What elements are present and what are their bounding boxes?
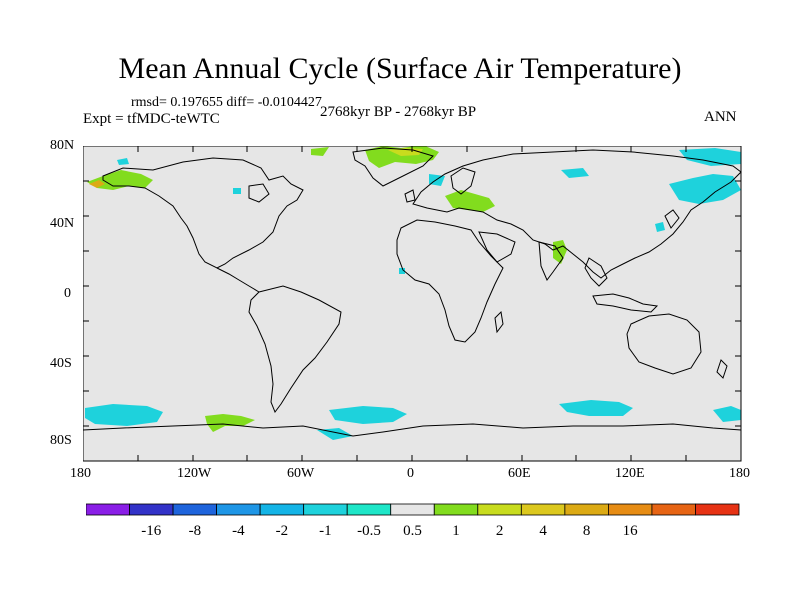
coast-british-isles — [404, 189, 416, 203]
cool-patch-hawaii — [399, 268, 405, 274]
axis-ticks — [83, 146, 741, 462]
colorbar-label: -1 — [319, 523, 332, 539]
colorbar-label: -0.5 — [357, 523, 381, 539]
coast-australia — [626, 313, 702, 375]
colorbar-swatch — [346, 503, 392, 516]
period-label: 2768kyr BP - 2768kyr BP — [320, 104, 477, 120]
lat-label-40n: 40N — [50, 216, 75, 231]
coast-north-america — [102, 157, 304, 269]
warm-patch-caspian — [445, 190, 495, 212]
lon-label-180e: 180 — [729, 466, 750, 481]
colorbar-swatch — [651, 503, 696, 516]
coast-eurasia — [412, 149, 742, 279]
colorbar-label: 8 — [583, 523, 591, 539]
cool-patch-south-atlantic — [329, 406, 407, 424]
colorbar-label: 0.5 — [403, 523, 422, 539]
cool-patch-siberia-north — [679, 148, 741, 166]
colorbar-swatch — [216, 503, 261, 516]
cool-patch-hudson — [233, 188, 241, 194]
colorbar-swatch — [608, 503, 653, 516]
lat-label-0: 0 — [64, 286, 71, 301]
colorbar-swatch — [259, 503, 305, 516]
anomaly-patches — [85, 146, 741, 440]
coast-central-america — [216, 267, 260, 293]
colorbar: -16 -8 -4 -2 -1 -0.5 0.5 1 2 4 8 16 — [86, 503, 740, 539]
coast-india — [538, 241, 564, 281]
colorbar-swatch — [477, 503, 522, 516]
coast-africa — [396, 219, 504, 343]
colorbar-label: -8 — [189, 523, 202, 539]
colorbar-swatch — [129, 503, 174, 516]
lon-label-120e: 120E — [615, 466, 645, 481]
colorbar-swatch — [433, 503, 479, 516]
experiment-label: Expt = tfMDC-teWTC — [83, 111, 220, 127]
coast-scandinavia — [450, 167, 476, 195]
coast-southeast-asia — [584, 257, 608, 287]
lat-label-40s: 40S — [50, 356, 72, 371]
colorbar-label: 4 — [539, 523, 547, 539]
stats-text: rmsd= 0.197655 diff= -0.0104427 — [131, 95, 322, 110]
coast-antarctica — [83, 423, 742, 437]
colorbar-swatch — [564, 503, 609, 516]
plot-title: Mean Annual Cycle (Surface Air Temperatu… — [118, 52, 682, 85]
cool-patch-kamchatka — [669, 174, 741, 204]
colorbar-label: -4 — [232, 523, 245, 539]
warm-patch-alaska — [87, 170, 153, 190]
colorbar-swatch — [695, 503, 740, 516]
cool-patch-pacific-north — [561, 168, 589, 178]
cool-patch-ross — [713, 406, 741, 422]
world-map — [83, 146, 742, 462]
warm-patch-antarctic-pacific — [205, 414, 255, 432]
colorbar-swatch — [86, 503, 130, 516]
lon-label-60w: 60W — [287, 466, 315, 481]
coast-indonesia — [592, 293, 659, 313]
coast-japan — [664, 209, 680, 229]
season-label: ANN — [704, 109, 737, 125]
cool-patch-indian-ocean — [559, 400, 633, 416]
colorbar-label: 1 — [452, 523, 460, 539]
colorbar-label: 2 — [496, 523, 504, 539]
coastlines — [83, 147, 742, 437]
colorbar-swatch — [390, 503, 435, 516]
coast-new-zealand — [716, 359, 728, 379]
coast-south-america — [248, 285, 342, 414]
cool-patch-arctic-west — [117, 158, 129, 165]
lon-label-120w: 120W — [177, 466, 212, 481]
lon-label-180w: 180 — [70, 466, 91, 481]
cool-patch-south-pacific — [85, 404, 163, 426]
warm-patch-alaska-core — [89, 180, 105, 188]
colorbar-label: -16 — [141, 523, 161, 539]
coast-greenland — [352, 147, 434, 187]
lat-label-80n: 80N — [50, 138, 75, 153]
colorbar-swatch — [172, 503, 217, 516]
lat-label-80s: 80S — [50, 433, 72, 448]
colorbar-label: -2 — [276, 523, 289, 539]
colorbar-label: 16 — [623, 523, 639, 539]
coast-madagascar — [494, 310, 504, 334]
colorbar-swatch — [520, 503, 566, 516]
cool-patch-japan — [655, 222, 665, 232]
colorbar-swatch — [303, 503, 348, 516]
coast-hudson-bay — [248, 183, 270, 203]
coast-arabia — [478, 231, 516, 263]
warm-patch-arctic-small — [311, 147, 329, 156]
lon-label-60e: 60E — [508, 466, 531, 481]
lon-label-0: 0 — [407, 466, 414, 481]
